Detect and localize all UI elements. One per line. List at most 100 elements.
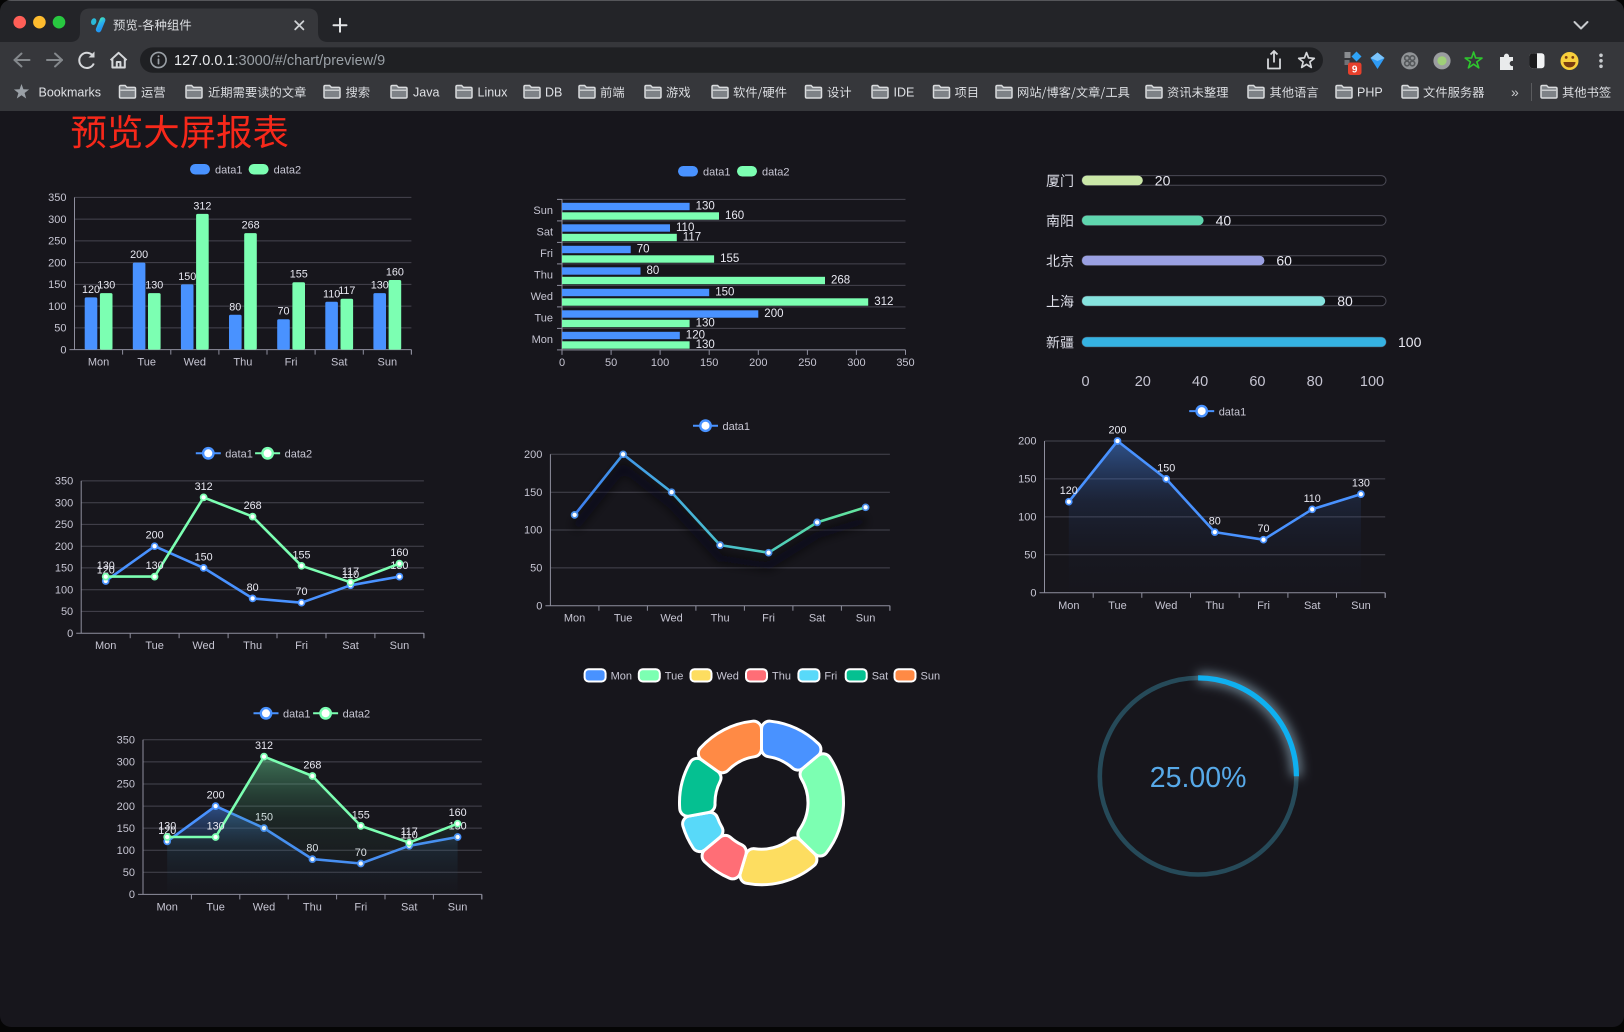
- svg-text:350: 350: [48, 192, 66, 204]
- svg-text:Bookmarks: Bookmarks: [39, 86, 102, 100]
- svg-text:200: 200: [764, 308, 783, 320]
- svg-text:data1: data1: [225, 449, 253, 461]
- svg-text:150: 150: [117, 823, 135, 835]
- svg-text:50: 50: [605, 357, 617, 369]
- svg-text:Thu: Thu: [303, 901, 322, 913]
- svg-text:268: 268: [242, 220, 260, 232]
- svg-text:200: 200: [524, 449, 542, 461]
- svg-text:350: 350: [55, 476, 73, 488]
- svg-text:350: 350: [896, 357, 914, 369]
- svg-text:Thu: Thu: [1205, 600, 1224, 612]
- svg-text:127.0.0.1:3000/#/chart/preview: 127.0.0.1:3000/#/chart/preview/9: [174, 53, 385, 69]
- svg-text:Sun: Sun: [533, 205, 553, 217]
- svg-text:312: 312: [874, 296, 893, 308]
- svg-text:50: 50: [123, 867, 135, 879]
- svg-text:160: 160: [390, 547, 408, 559]
- svg-text:Mon: Mon: [88, 357, 109, 369]
- svg-text:130: 130: [97, 280, 115, 292]
- svg-text:60: 60: [1276, 253, 1292, 269]
- svg-text:130: 130: [146, 560, 164, 572]
- svg-text:150: 150: [1018, 474, 1036, 486]
- svg-text:150: 150: [48, 279, 66, 291]
- svg-text:Sun: Sun: [390, 640, 410, 652]
- svg-text:Sat: Sat: [809, 613, 826, 625]
- svg-text:Thu: Thu: [711, 613, 730, 625]
- svg-text:Mon: Mon: [95, 640, 116, 652]
- svg-text:Sun: Sun: [448, 901, 468, 913]
- svg-text:120: 120: [1060, 485, 1078, 497]
- svg-text:Wed: Wed: [184, 357, 206, 369]
- svg-text:Java: Java: [413, 86, 439, 100]
- svg-text:data1: data1: [1219, 406, 1247, 418]
- svg-text:100: 100: [117, 845, 135, 857]
- svg-text:Sat: Sat: [872, 671, 889, 683]
- svg-text:200: 200: [1108, 425, 1126, 437]
- svg-text:Tue: Tue: [206, 901, 225, 913]
- svg-text:Mon: Mon: [156, 901, 177, 913]
- svg-text:80: 80: [1209, 516, 1221, 528]
- svg-text:110: 110: [323, 288, 340, 300]
- svg-text:Fri: Fri: [540, 248, 553, 260]
- svg-text:300: 300: [847, 357, 865, 369]
- svg-text:312: 312: [195, 481, 213, 493]
- svg-text:80: 80: [229, 301, 241, 313]
- svg-text:Sun: Sun: [378, 357, 398, 369]
- svg-text:268: 268: [303, 760, 321, 772]
- svg-text:Wed: Wed: [660, 613, 682, 625]
- svg-text:20: 20: [1155, 172, 1171, 188]
- svg-text:Tue: Tue: [534, 312, 553, 324]
- svg-text:117: 117: [342, 566, 359, 578]
- svg-text:155: 155: [352, 809, 370, 821]
- svg-text:250: 250: [55, 519, 73, 531]
- svg-text:130: 130: [97, 560, 115, 572]
- svg-text:0: 0: [129, 889, 135, 901]
- svg-text:Tue: Tue: [1108, 600, 1127, 612]
- svg-text:150: 150: [1157, 462, 1175, 474]
- svg-text:100: 100: [651, 357, 669, 369]
- svg-text:Fri: Fri: [824, 671, 837, 683]
- svg-text:data1: data1: [283, 709, 311, 721]
- svg-text:DB: DB: [545, 86, 562, 100]
- svg-text:117: 117: [338, 285, 355, 297]
- svg-text:Wed: Wed: [717, 671, 739, 683]
- svg-text:Sun: Sun: [1351, 600, 1371, 612]
- svg-text:80: 80: [647, 265, 660, 277]
- svg-text:Thu: Thu: [243, 640, 262, 652]
- svg-text:data2: data2: [285, 449, 313, 461]
- svg-text:150: 150: [524, 487, 542, 499]
- svg-text:250: 250: [117, 779, 135, 791]
- svg-text:Fri: Fri: [285, 357, 298, 369]
- svg-text:Linux: Linux: [478, 86, 509, 100]
- svg-text:100: 100: [1018, 512, 1036, 524]
- svg-text:Tue: Tue: [137, 357, 156, 369]
- svg-text:200: 200: [749, 357, 767, 369]
- svg-text:100: 100: [1360, 374, 1384, 390]
- svg-text:70: 70: [1257, 523, 1269, 535]
- svg-text:200: 200: [55, 541, 73, 553]
- svg-text:50: 50: [530, 563, 542, 575]
- svg-text:200: 200: [130, 249, 148, 261]
- svg-text:Fri: Fri: [295, 640, 308, 652]
- svg-text:Tue: Tue: [665, 671, 684, 683]
- svg-text:0: 0: [1030, 588, 1036, 600]
- svg-text:120: 120: [97, 565, 115, 577]
- svg-text:Thu: Thu: [534, 269, 553, 281]
- svg-text:312: 312: [193, 200, 211, 212]
- svg-text:130: 130: [158, 821, 176, 833]
- svg-text:120: 120: [158, 825, 176, 837]
- svg-text:150: 150: [700, 357, 718, 369]
- svg-text:Mon: Mon: [611, 671, 632, 683]
- svg-text:Fri: Fri: [1257, 600, 1270, 612]
- svg-text:Mon: Mon: [1058, 600, 1079, 612]
- svg-text:110: 110: [401, 829, 418, 841]
- svg-text:110: 110: [676, 222, 694, 234]
- svg-text:IDE: IDE: [894, 86, 915, 100]
- svg-text:200: 200: [48, 257, 66, 269]
- svg-text:312: 312: [255, 740, 273, 752]
- svg-text:200: 200: [1018, 436, 1036, 448]
- svg-text:350: 350: [117, 735, 135, 747]
- svg-text:0: 0: [536, 600, 542, 612]
- svg-text:Sat: Sat: [401, 901, 418, 913]
- svg-text:155: 155: [290, 269, 308, 281]
- svg-text:300: 300: [48, 214, 66, 226]
